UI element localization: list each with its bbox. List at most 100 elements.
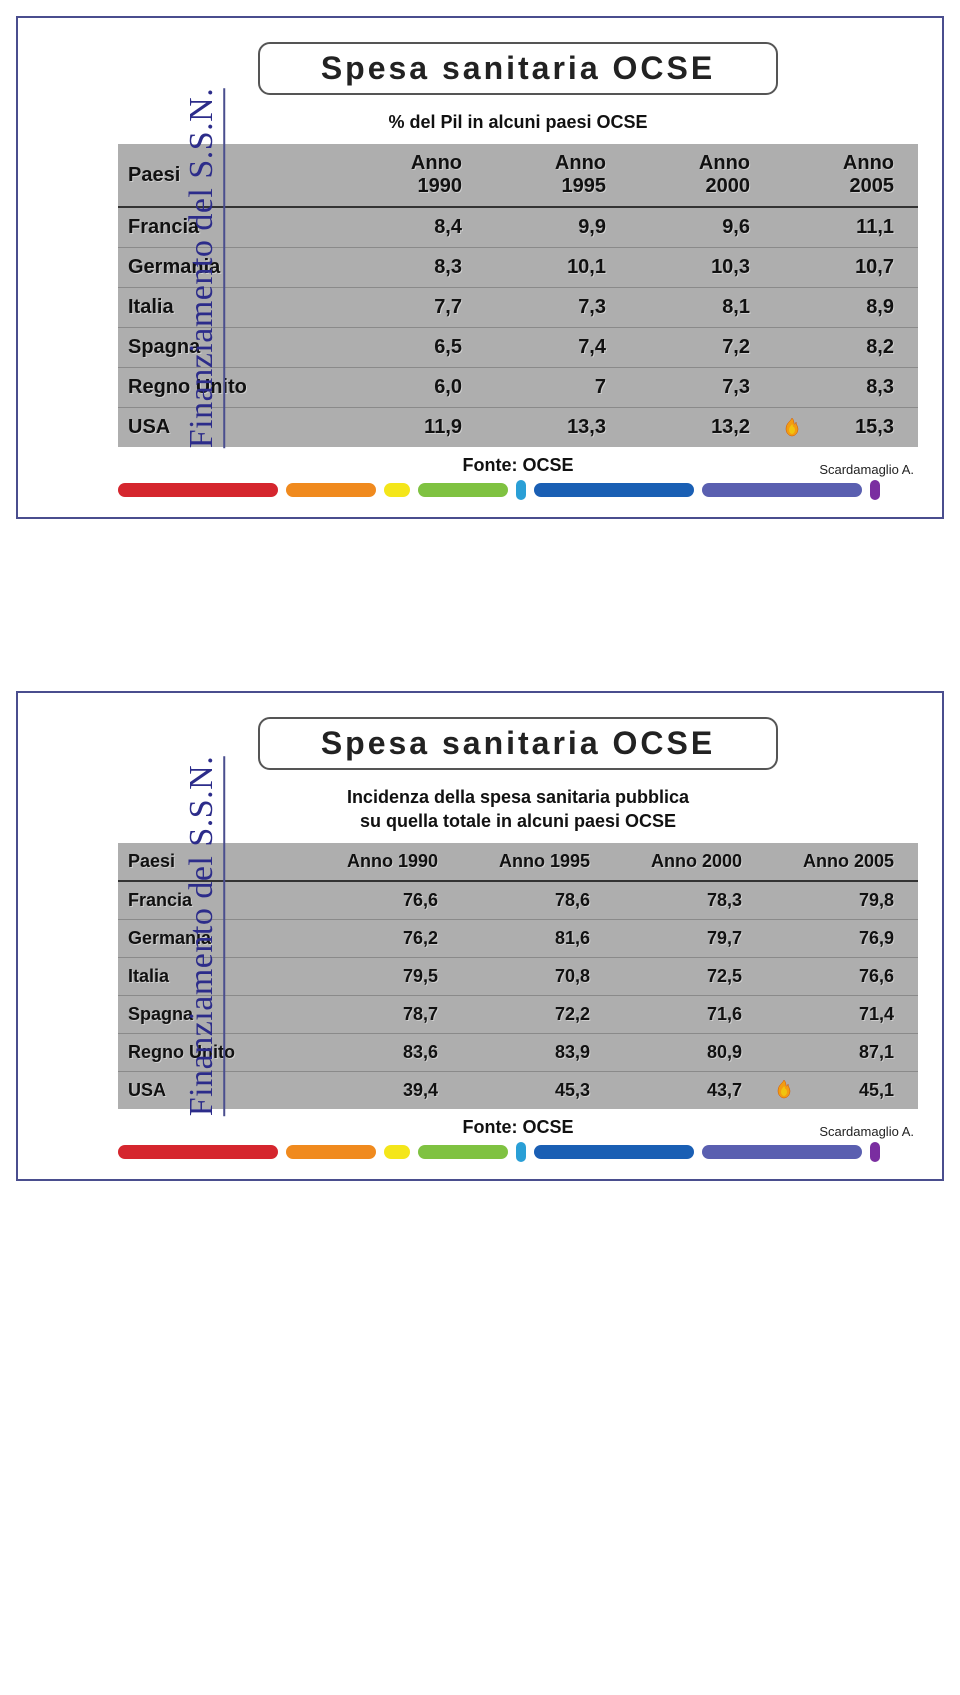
table-row: USA11,913,313,215,3 — [118, 408, 918, 447]
color-strip-segment — [516, 1142, 526, 1162]
table-header: Anno 2000 — [614, 843, 766, 882]
table-header: Anno2000 — [630, 144, 774, 208]
cell-value: 10,3 — [630, 248, 774, 288]
title-box: Spesa sanitaria OCSE — [258, 42, 778, 95]
color-strip — [118, 483, 918, 497]
cell-value: 76,6 — [310, 882, 462, 920]
table-row: Italia79,570,872,576,6 — [118, 958, 918, 996]
row-label: USA — [118, 408, 342, 447]
slide-title: Spesa sanitaria OCSE — [321, 50, 715, 86]
cell-value: 9,6 — [630, 208, 774, 248]
table-header: Anno 1990 — [310, 843, 462, 882]
row-label: Spagna — [118, 328, 342, 368]
color-strip-segment — [286, 1145, 376, 1159]
table-row: Regno Unito83,683,980,987,1 — [118, 1034, 918, 1072]
cell-value: 43,7 — [614, 1072, 766, 1109]
slide-content: Spesa sanitaria OCSE Incidenza della spe… — [118, 717, 918, 1158]
title-box: Spesa sanitaria OCSE — [258, 717, 778, 770]
row-label: Francia — [118, 208, 342, 248]
cell-value: 39,4 — [310, 1072, 462, 1109]
table-row: Francia76,678,678,379,8 — [118, 882, 918, 920]
color-strip-segment — [534, 1145, 694, 1159]
slide-title: Spesa sanitaria OCSE — [321, 725, 715, 761]
cell-value: 7,3 — [630, 368, 774, 408]
table-row: Regno Unito6,077,38,3 — [118, 368, 918, 408]
cell-value: 83,9 — [462, 1034, 614, 1072]
cell-value: 76,9 — [766, 920, 918, 958]
cell-value: 10,7 — [774, 248, 918, 288]
table-row: Francia8,49,99,611,1 — [118, 208, 918, 248]
color-strip-segment — [384, 1145, 410, 1159]
color-strip — [118, 1145, 918, 1159]
table-header: Anno1990 — [342, 144, 486, 208]
table-header: Paesi — [118, 144, 342, 208]
cell-value: 13,2 — [630, 408, 774, 447]
cell-value: 71,6 — [614, 996, 766, 1034]
table-row: Spagna6,57,47,28,2 — [118, 328, 918, 368]
cell-value: 8,3 — [342, 248, 486, 288]
slide-subtitle: Incidenza della spesa sanitaria pubblica… — [118, 786, 918, 833]
data-table: PaesiAnno 1990Anno 1995Anno 2000Anno 200… — [118, 843, 918, 1109]
cell-value: 8,2 — [774, 328, 918, 368]
slide-1: Finanziamento del S.S.N. Spesa sanitaria… — [16, 16, 944, 519]
color-strip-segment — [516, 480, 526, 500]
sidebar-title: Finanziamento del S.S.N. — [183, 756, 225, 1116]
table-header: Anno 1995 — [462, 843, 614, 882]
cell-value: 83,6 — [310, 1034, 462, 1072]
cell-value: 45,3 — [462, 1072, 614, 1109]
cell-value: 8,4 — [342, 208, 486, 248]
color-strip-segment — [384, 483, 410, 497]
cell-value: 45,1 — [766, 1072, 918, 1109]
cell-value: 87,1 — [766, 1034, 918, 1072]
cell-value: 70,8 — [462, 958, 614, 996]
cell-value: 76,6 — [766, 958, 918, 996]
table-header: Anno 2005 — [766, 843, 918, 882]
color-strip-segment — [702, 483, 862, 497]
row-label: Italia — [118, 288, 342, 328]
cell-value: 15,3 — [774, 408, 918, 447]
cell-value: 79,5 — [310, 958, 462, 996]
fire-icon — [772, 1078, 796, 1102]
slide-2: Finanziamento del S.S.N. Spesa sanitaria… — [16, 691, 944, 1180]
row-label: Germania — [118, 248, 342, 288]
cell-value: 10,1 — [486, 248, 630, 288]
cell-value: 11,9 — [342, 408, 486, 447]
cell-value: 7 — [486, 368, 630, 408]
color-strip-segment — [870, 1142, 880, 1162]
table-header: Anno1995 — [486, 144, 630, 208]
data-table: PaesiAnno1990Anno1995Anno2000Anno2005Fra… — [118, 144, 918, 447]
color-strip-segment — [702, 1145, 862, 1159]
cell-value: 79,7 — [614, 920, 766, 958]
color-strip-segment — [118, 483, 278, 497]
cell-value: 80,9 — [614, 1034, 766, 1072]
cell-value: 72,2 — [462, 996, 614, 1034]
color-strip-segment — [870, 480, 880, 500]
cell-value: 8,1 — [630, 288, 774, 328]
cell-value: 13,3 — [486, 408, 630, 447]
color-strip-segment — [418, 1145, 508, 1159]
cell-value: 71,4 — [766, 996, 918, 1034]
cell-value: 81,6 — [462, 920, 614, 958]
color-strip-segment — [118, 1145, 278, 1159]
subtitle-line2: su quella totale in alcuni paesi OCSE — [360, 811, 676, 831]
color-strip-segment — [418, 483, 508, 497]
table-row: Italia7,77,38,18,9 — [118, 288, 918, 328]
cell-value: 76,2 — [310, 920, 462, 958]
cell-value: 11,1 — [774, 208, 918, 248]
fire-icon — [780, 416, 804, 440]
cell-value: 6,0 — [342, 368, 486, 408]
slide-subtitle: % del Pil in alcuni paesi OCSE — [118, 111, 918, 134]
row-label: Regno Unito — [118, 368, 342, 408]
cell-value: 8,9 — [774, 288, 918, 328]
cell-value: 78,3 — [614, 882, 766, 920]
cell-value: 8,3 — [774, 368, 918, 408]
table-header: Anno2005 — [774, 144, 918, 208]
cell-value: 7,3 — [486, 288, 630, 328]
table-row: Germania8,310,110,310,7 — [118, 248, 918, 288]
cell-value: 72,5 — [614, 958, 766, 996]
table-row: Germania76,281,679,776,9 — [118, 920, 918, 958]
cell-value: 7,2 — [630, 328, 774, 368]
cell-value: 79,8 — [766, 882, 918, 920]
cell-value: 7,4 — [486, 328, 630, 368]
color-strip-segment — [534, 483, 694, 497]
